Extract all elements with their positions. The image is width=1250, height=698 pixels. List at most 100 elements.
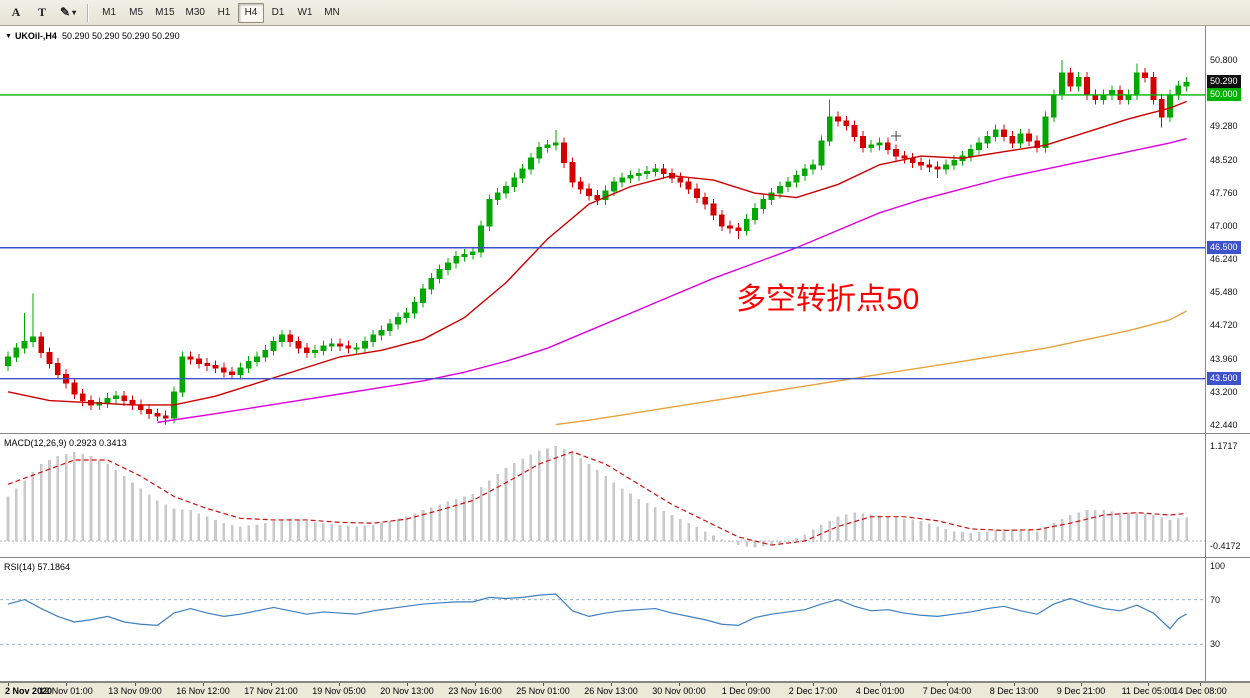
time-axis-label: 13 Nov 09:00 [108,686,162,696]
time-axis-label: 17 Nov 21:00 [244,686,298,696]
paint-tool-button[interactable]: ✎ ▾ [56,3,80,23]
timeframe-button-m1[interactable]: M1 [96,3,122,23]
candlestick-series [5,60,1190,425]
chart-annotation-text: 多空转折点50 [736,283,920,316]
ma-fast-line [7,100,1187,406]
text-tool-label: T [37,5,46,19]
macd-axis[interactable]: 1.1717 -0.4172 [1205,434,1250,557]
time-axis-tick [475,683,476,686]
time-axis-tick [611,683,612,686]
time-axis-label: 4 Dec 01:00 [855,686,905,696]
price-axis-label: 49.280 [1210,121,1238,132]
price-axis-label: 43.960 [1210,353,1238,364]
ma-slow-line [555,310,1187,426]
ma-mid-line [157,137,1187,424]
rsi-scale-label: 100 [1210,561,1226,571]
timeframe-group: M1 M5 M15 M30 H1 H4 D1 W1 MN [96,2,345,23]
time-axis-label: 14 Dec 08:00 [1173,686,1227,696]
macd-scale-min-label: -0.4172 [1210,541,1241,551]
time-axis-label: 8 Dec 13:00 [989,686,1039,696]
rsi-line [7,593,1187,630]
caret-down-icon: ▾ [72,8,77,17]
macd-scale-max-label: 1.1717 [1210,441,1238,451]
rsi-chart[interactable] [0,558,1205,681]
candlestick-chart[interactable] [0,26,1205,433]
time-axis-label: 12 Nov 01:00 [39,686,93,696]
time-axis[interactable]: 2 Nov 2020 12 Nov 01:00 13 Nov 09:00 16 Nov… [0,682,1250,698]
time-axis-tick [66,683,67,686]
price-axis-label: 48.520 [1210,154,1238,165]
time-axis-label: 9 Dec 21:00 [1056,686,1106,696]
time-axis-label: 20 Nov 13:00 [380,686,434,696]
macd-chart[interactable] [0,434,1205,557]
price-axis-label: 47.000 [1210,220,1238,231]
price-level-tag: 50.000 [1207,87,1241,101]
macd-panel[interactable]: MACD(12,26,9) 0.2923 0.3413 [0,434,1205,557]
timeframe-button-m15[interactable]: M15 [150,3,179,23]
time-axis-tick [1014,683,1015,686]
time-axis-tick [135,683,136,686]
price-level-tag: 46.500 [1207,240,1241,254]
timeframe-button-m30[interactable]: M30 [181,3,210,23]
time-axis-label: 11 Dec 05:00 [1121,686,1175,696]
time-axis-tick [679,683,680,686]
current-price-tag: 50.290 [1207,75,1241,89]
toolbar: A T ✎ ▾ M1 M5 M15 M30 H1 H4 D1 W1 MN [0,0,1250,26]
timeframe-button-h4[interactable]: H4 [237,2,264,23]
panel-divider[interactable] [0,557,1250,558]
rsi-panel[interactable]: RSI(14) 57.1864 [0,558,1205,681]
time-axis-label: 30 Nov 00:00 [652,686,706,696]
time-axis-tick [543,683,544,686]
time-axis-tick [339,683,340,686]
time-axis-label: 19 Nov 05:00 [312,686,366,696]
time-axis-tick [947,683,948,686]
time-axis-tick [203,683,204,686]
time-axis-tick [1200,683,1201,686]
price-level-tag: 43.500 [1207,371,1241,385]
timeframe-button-mn[interactable]: MN [319,3,345,23]
text-tool-button[interactable]: T [30,3,54,23]
time-axis-label: 26 Nov 13:00 [584,686,638,696]
panel-divider[interactable] [0,433,1250,434]
price-axis-label: 45.480 [1210,287,1238,298]
price-axis-label: 50.800 [1210,55,1238,65]
panel-divider[interactable] [0,681,1250,682]
time-axis-label: 2 Nov 2020 [5,686,53,696]
time-axis-tick [271,683,272,686]
time-axis-label: 1 Dec 09:00 [721,686,771,696]
rsi-axis[interactable]: 100 70 30 [1205,558,1250,681]
time-axis-tick [8,683,9,686]
rsi-label: RSI(14) 57.1864 [4,562,71,572]
chart-symbol: UKOil-,H4 [14,31,57,41]
price-axis-label: 44.720 [1210,320,1238,331]
time-axis-tick [407,683,408,686]
time-axis-tick [1148,683,1149,686]
time-axis-tick [746,683,747,686]
price-axis-label: 46.240 [1210,254,1238,265]
time-axis-label: 7 Dec 04:00 [922,686,972,696]
timeframe-button-m5[interactable]: M5 [123,3,149,23]
object-anchor-cross [891,130,902,141]
time-axis-label: 16 Nov 12:00 [176,686,230,696]
time-axis-label: 25 Nov 01:00 [516,686,570,696]
timeframe-button-h1[interactable]: H1 [211,3,237,23]
time-axis-tick [880,683,881,686]
toolbar-separator [87,3,90,22]
paint-tool-icon: ✎ [60,5,71,19]
timeframe-button-d1[interactable]: D1 [265,3,291,23]
macd-label: MACD(12,26,9) 0.2923 0.3413 [4,438,127,448]
macd-histogram [6,446,1188,548]
timeframe-button-w1[interactable]: W1 [292,3,318,23]
time-axis-label: 23 Nov 16:00 [448,686,502,696]
chart-ohlc-values: 50.290 50.290 50.290 50.290 [61,31,180,41]
object-marker-icon: ▼ [5,33,12,40]
price-axis-label: 47.760 [1210,187,1238,198]
rsi-scale-label: 30 [1210,639,1221,650]
main-chart-panel[interactable]: ▼ UKOil-,H4 50.290 50.290 50.290 50.290 多… [0,26,1205,433]
time-axis-tick [1081,683,1082,686]
price-axis-label: 42.440 [1210,419,1238,430]
price-axis[interactable]: 50.800 49.280 48.520 47.760 47.000 46.240 45.4… [1205,26,1250,433]
chart-title: ▼ UKOil-,H4 50.290 50.290 50.290 50.290 [5,31,180,41]
arrow-style-tool-button[interactable]: A [4,3,28,23]
time-axis-tick [813,683,814,686]
